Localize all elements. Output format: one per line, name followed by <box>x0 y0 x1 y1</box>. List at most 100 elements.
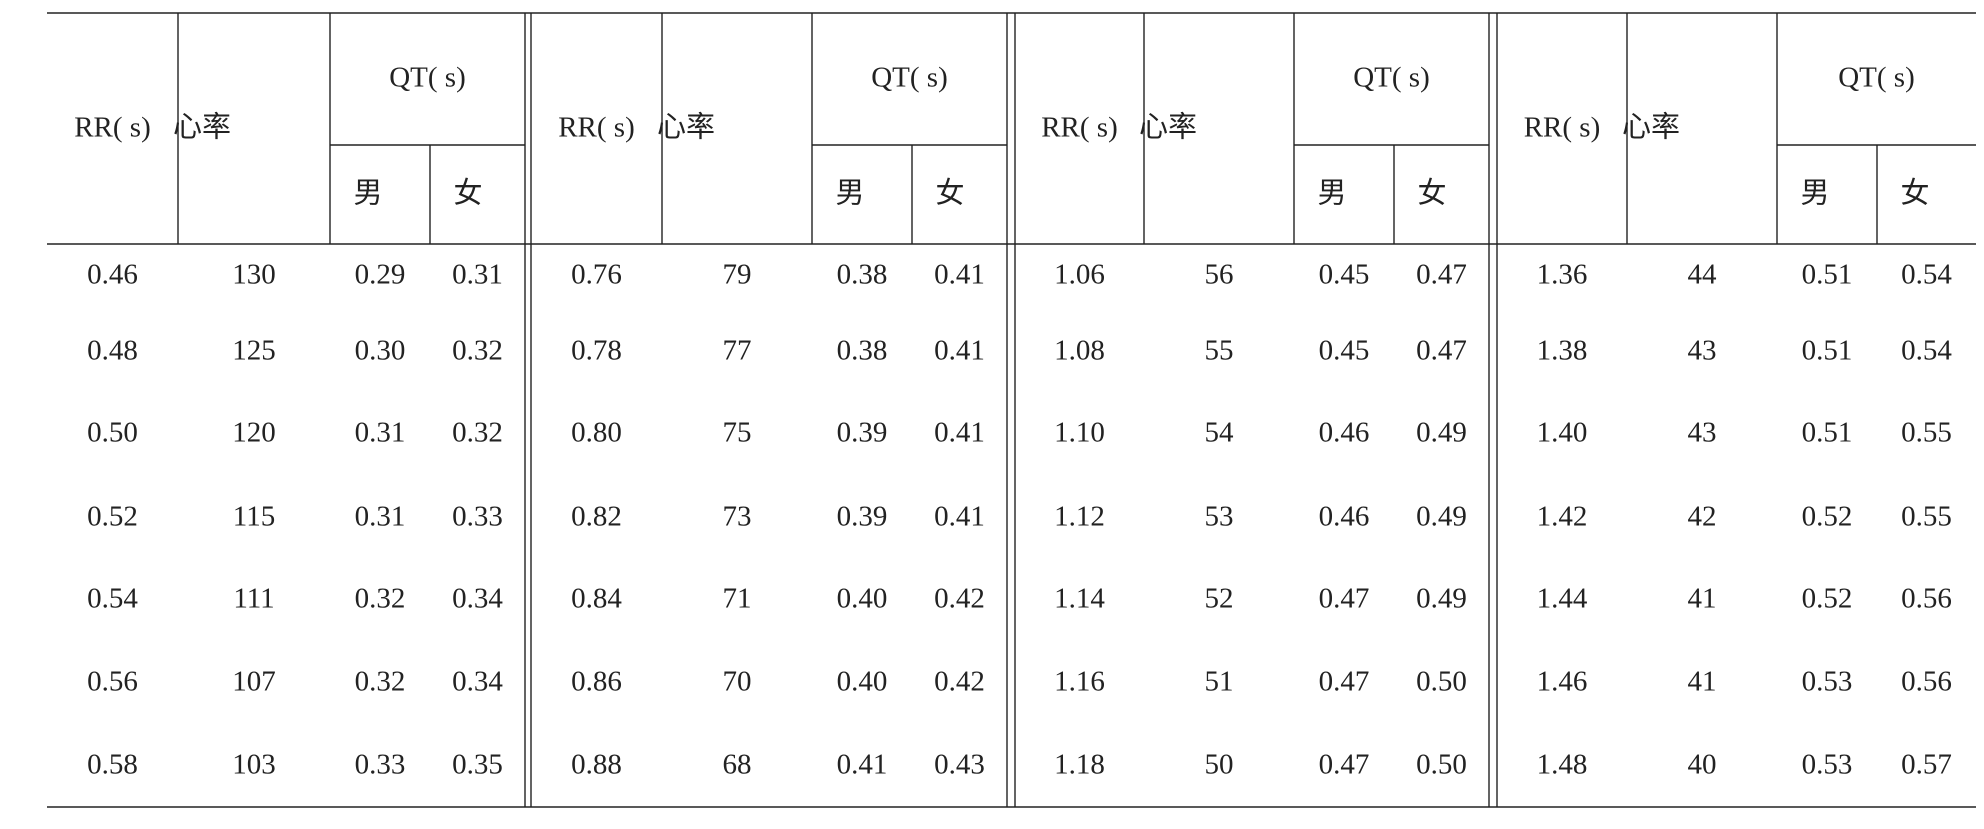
table-cell: 0.58 <box>87 749 138 781</box>
table-cell: 1.10 <box>1054 417 1105 449</box>
table-cell: 0.42 <box>934 583 985 615</box>
table-cell: 0.54 <box>1901 259 1952 291</box>
table-cell: 41 <box>1688 666 1717 698</box>
header-cell: RR( s) <box>558 112 635 144</box>
header-cell: QT( s) <box>389 62 466 94</box>
table-cell: 0.51 <box>1802 335 1853 367</box>
table-cell: 1.18 <box>1054 749 1105 781</box>
table-cell: 0.53 <box>1802 666 1853 698</box>
table-cell: 0.56 <box>1901 583 1952 615</box>
table-cell: 0.35 <box>452 749 503 781</box>
table-cell: 1.38 <box>1537 335 1588 367</box>
table-cell: 0.80 <box>571 417 622 449</box>
table-cell: 0.55 <box>1901 417 1952 449</box>
table-cell: 0.31 <box>452 259 503 291</box>
table-cell: 0.88 <box>571 749 622 781</box>
table-cell: 0.39 <box>837 501 888 533</box>
table-cell: 0.47 <box>1416 259 1467 291</box>
table-cell: 56 <box>1205 259 1234 291</box>
table-cell: 0.46 <box>1319 501 1370 533</box>
table-cell: 0.40 <box>837 666 888 698</box>
table-cell: 0.50 <box>1416 749 1467 781</box>
table-cell: 0.49 <box>1416 583 1467 615</box>
table-cell: 71 <box>723 583 752 615</box>
table-cell: 0.38 <box>837 259 888 291</box>
table-cell: 0.45 <box>1319 335 1370 367</box>
table-cell: 44 <box>1688 259 1718 291</box>
table-cell: 0.41 <box>934 501 985 533</box>
table-cell: 52 <box>1205 583 1234 615</box>
table-cell: 53 <box>1205 501 1234 533</box>
table-cell: 0.57 <box>1901 749 1952 781</box>
table-cell: 0.46 <box>87 259 138 291</box>
table-cell: 70 <box>723 666 752 698</box>
table-cell: 0.40 <box>837 583 888 615</box>
table-cell: 0.33 <box>355 749 406 781</box>
table-cell: 75 <box>723 417 752 449</box>
table-cell: 1.42 <box>1537 501 1588 533</box>
table-cell: 1.08 <box>1054 335 1105 367</box>
table-cell: 0.53 <box>1802 749 1853 781</box>
header-cell: 男 <box>1800 178 1829 210</box>
table-cell: 77 <box>723 335 752 367</box>
table-cell: 0.55 <box>1901 501 1952 533</box>
table-cell: 0.46 <box>1319 417 1370 449</box>
table-cell: 107 <box>232 666 276 698</box>
table-cell: 0.45 <box>1319 259 1370 291</box>
header-cell: 男 <box>353 178 382 210</box>
table-cell: 68 <box>723 749 752 781</box>
table-cell: 0.56 <box>1901 666 1952 698</box>
header-cell: 心率 <box>657 111 715 144</box>
table-cell: 79 <box>723 259 752 291</box>
table-cell: 115 <box>233 501 275 533</box>
table-cell: 50 <box>1205 749 1234 781</box>
table-cell: 0.49 <box>1416 417 1467 449</box>
header-cell: 男 <box>1317 178 1346 210</box>
table-cell: 1.46 <box>1537 666 1588 698</box>
table-cell: 0.47 <box>1319 749 1370 781</box>
table-cell: 120 <box>232 417 276 449</box>
table-cell: 41 <box>1688 583 1717 615</box>
table-cell: 0.47 <box>1319 583 1370 615</box>
table-cell: 0.30 <box>355 335 406 367</box>
header-cell: 男 <box>835 178 864 210</box>
table-cell: 42 <box>1688 501 1717 533</box>
header-cell: 心率 <box>1139 111 1197 144</box>
table-cell: 0.34 <box>452 583 503 615</box>
header-cell: RR( s) <box>1524 112 1601 144</box>
table-cell: 0.52 <box>1802 583 1853 615</box>
table-cell: 0.51 <box>1802 417 1853 449</box>
table-cell: 0.54 <box>87 583 138 615</box>
table-cell: 0.86 <box>571 666 622 698</box>
table-cell: 1.14 <box>1054 583 1105 615</box>
table-cell: 0.49 <box>1416 501 1467 533</box>
table-cell: 54 <box>1205 417 1235 449</box>
table-cell: 0.39 <box>837 417 888 449</box>
table-cell: 55 <box>1205 335 1234 367</box>
table-cell: 40 <box>1688 749 1717 781</box>
table-cell: 125 <box>232 335 276 367</box>
header-cell: RR( s) <box>1041 112 1118 144</box>
table-cell: 103 <box>232 749 276 781</box>
table-cell: 0.31 <box>355 417 406 449</box>
table-cell: 0.38 <box>837 335 888 367</box>
table-cell: 0.34 <box>452 666 503 698</box>
table-cell: 43 <box>1688 417 1717 449</box>
table-cell: 111 <box>233 583 274 615</box>
header-cell: 心率 <box>173 111 231 144</box>
table-cell: 1.40 <box>1537 417 1588 449</box>
table-cell: 0.41 <box>934 335 985 367</box>
table-cell: 51 <box>1205 666 1234 698</box>
table-cell: 1.48 <box>1537 749 1588 781</box>
table-cell: 0.32 <box>452 417 503 449</box>
table-cell: 0.50 <box>1416 666 1467 698</box>
table-cell: 0.76 <box>571 259 622 291</box>
header-cell: 女 <box>935 177 964 210</box>
header-cell: QT( s) <box>871 62 948 94</box>
table-cell: 0.41 <box>934 259 985 291</box>
table-cell: 1.44 <box>1537 583 1588 615</box>
table-cell: 1.12 <box>1054 501 1105 533</box>
table-cell: 0.52 <box>87 501 138 533</box>
table-cell: 0.78 <box>571 335 622 367</box>
